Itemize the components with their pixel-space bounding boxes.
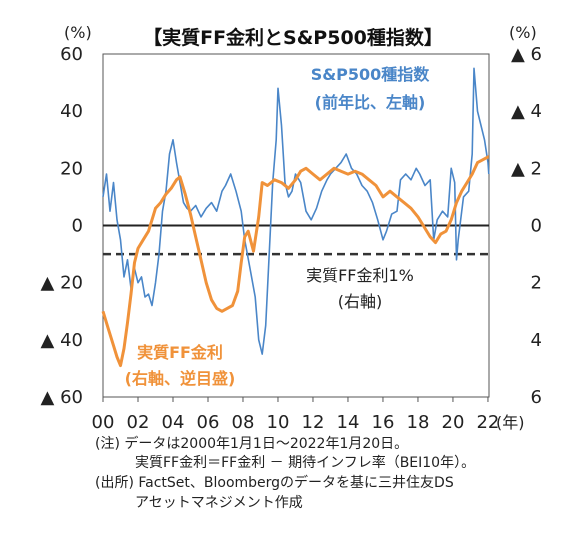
x-tick-label: 16 <box>372 412 395 433</box>
x-axis-ticks: 00 02 04 06 08 10 12 14 16 18 20 22 <box>92 397 499 433</box>
x-tick-label: 04 <box>162 412 185 433</box>
right-tick-label: 0 <box>531 216 542 237</box>
left-axis-ticks: 60 40 20 0 ▲ 20 ▲ 40 ▲ 60 <box>41 44 83 408</box>
real-ff-label: 実質FF金利 <box>137 343 223 362</box>
x-tick-label: 12 <box>302 412 325 433</box>
chart-title: 【実質FF金利とS&P500種指数】 <box>143 26 443 49</box>
x-tick-label: 20 <box>442 412 465 433</box>
x-tick-label: 06 <box>197 412 220 433</box>
x-tick-label: 00 <box>92 412 115 433</box>
source-line-1: (出所) FactSet、Bloombergのデータを基に三井住友DS <box>95 474 454 491</box>
left-tick-label: 0 <box>72 216 83 237</box>
right-tick-label: ▲ 6 <box>511 44 542 65</box>
note-line-1: (注) データは2000年1月1日～2022年1月20日。 <box>95 435 408 452</box>
x-tick-label: 22 <box>476 412 499 433</box>
series-real-ff-line <box>101 155 490 368</box>
x-tick-label: 18 <box>407 412 430 433</box>
left-tick-label: ▲ 60 <box>41 387 83 408</box>
left-tick-label: ▲ 40 <box>41 330 83 351</box>
source-line-2: アセットマネジメント作成 <box>135 495 303 511</box>
right-tick-label: 4 <box>531 330 542 351</box>
sp500-label: S&P500種指数 <box>311 65 431 84</box>
right-tick-label: 6 <box>531 387 542 408</box>
series-sp500-line <box>102 67 490 355</box>
left-axis-unit: (%) <box>64 23 92 42</box>
left-tick-label: ▲ 20 <box>41 273 83 294</box>
right-axis-unit: (%) <box>509 23 537 42</box>
right-tick-label: 2 <box>531 273 542 294</box>
reference-line-label: 実質FF金利1% <box>306 266 414 285</box>
left-tick-label: 40 <box>60 101 83 122</box>
reference-line-sublabel: (右軸) <box>338 292 383 311</box>
right-tick-label: ▲ 2 <box>511 158 542 179</box>
sp500-sublabel: (前年比、左軸) <box>315 93 426 112</box>
x-axis-unit: (年) <box>496 413 525 432</box>
right-axis-ticks: ▲ 6 ▲ 4 ▲ 2 0 2 4 6 <box>511 44 542 408</box>
left-tick-label: 20 <box>60 158 83 179</box>
x-tick-label: 08 <box>232 412 255 433</box>
note-line-2: 実質FF金利＝FF金利 － 期待インフレ率（BEI10年）。 <box>135 454 475 471</box>
right-tick-label: ▲ 4 <box>511 101 542 122</box>
x-tick-label: 14 <box>337 412 360 433</box>
x-tick-label: 02 <box>127 412 150 433</box>
x-tick-label: 10 <box>267 412 290 433</box>
left-tick-label: 60 <box>60 44 83 65</box>
real-ff-sublabel: (右軸、逆目盛) <box>125 369 236 388</box>
